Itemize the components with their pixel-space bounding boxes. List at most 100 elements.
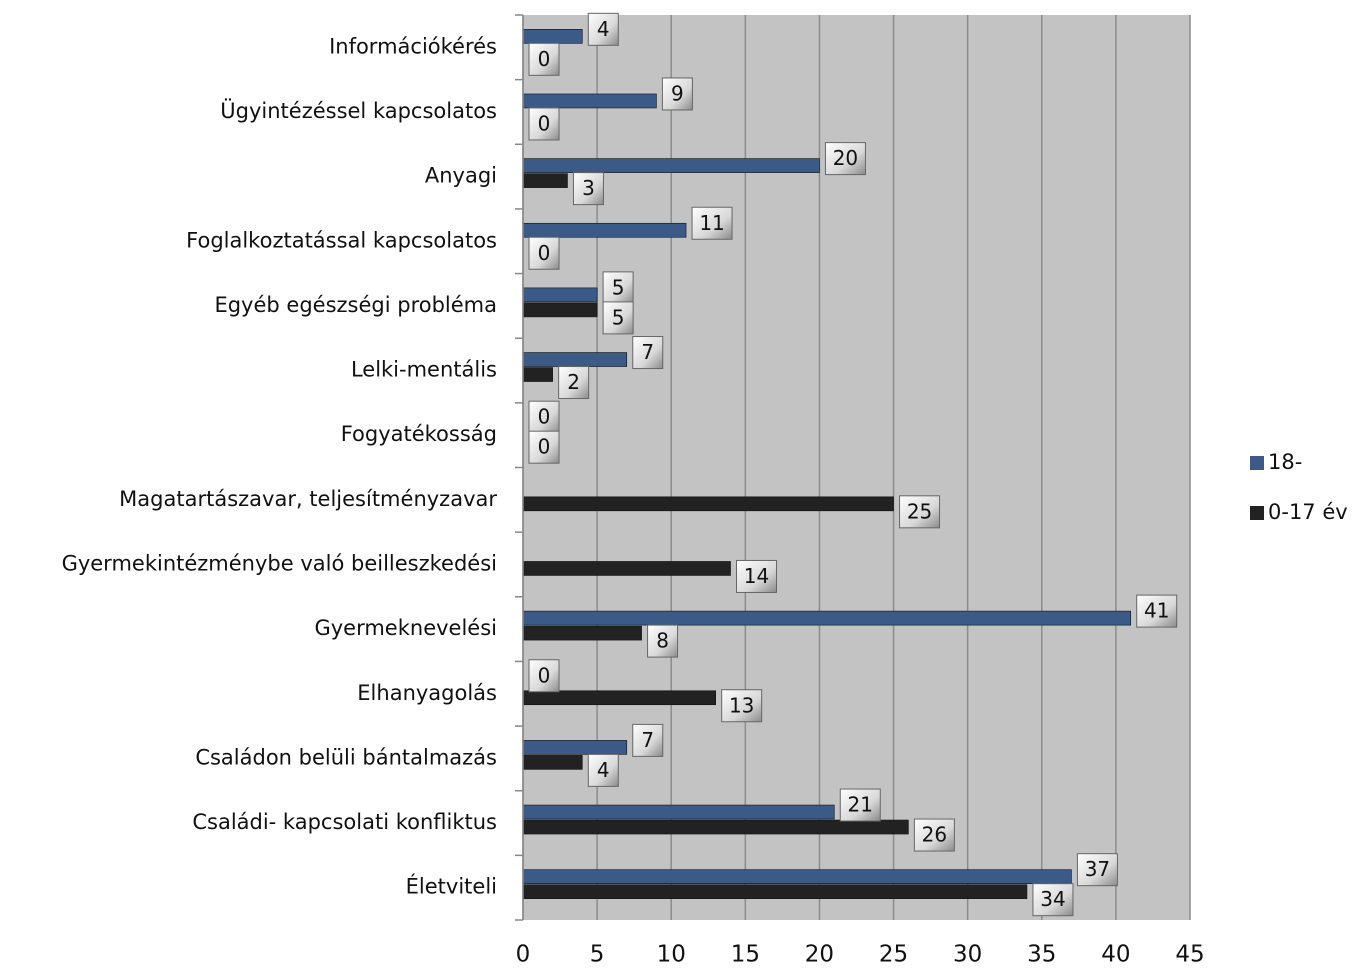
value-label: 4 bbox=[597, 758, 610, 782]
x-tick-label: 10 bbox=[657, 942, 686, 968]
category-label: Magatartászavar, teljesítményzavar bbox=[119, 487, 497, 511]
value-label: 0 bbox=[538, 435, 551, 459]
category-label: Ügyintézéssel kapcsolatos bbox=[220, 98, 497, 123]
bar bbox=[522, 496, 894, 512]
value-label: 3 bbox=[582, 176, 595, 200]
x-tick-label: 35 bbox=[1027, 942, 1056, 968]
category-label: Lelki-mentális bbox=[351, 358, 497, 382]
value-label-box bbox=[1136, 594, 1178, 628]
bar bbox=[522, 287, 598, 303]
value-label-box bbox=[691, 206, 733, 240]
bar bbox=[522, 610, 1132, 626]
category-label: Fogyatékosság bbox=[341, 422, 497, 446]
value-label: 0 bbox=[538, 405, 551, 429]
bar bbox=[522, 302, 598, 318]
category-label: Foglalkoztatással kapcsolatos bbox=[186, 228, 497, 252]
value-label: 20 bbox=[833, 146, 858, 170]
value-label-box bbox=[587, 753, 619, 787]
legend-label: 18- bbox=[1268, 450, 1302, 474]
value-label: 0 bbox=[538, 111, 551, 135]
x-tick-label: 15 bbox=[731, 942, 760, 968]
value-label-box bbox=[736, 559, 778, 593]
value-label: 8 bbox=[656, 629, 669, 653]
bar bbox=[522, 222, 687, 238]
value-label: 5 bbox=[612, 305, 625, 329]
bar bbox=[522, 690, 716, 706]
bar bbox=[522, 804, 835, 820]
legend-swatch bbox=[1250, 506, 1264, 520]
category-label: Információkérés bbox=[329, 34, 497, 58]
value-label-box bbox=[632, 723, 664, 757]
value-label: 9 bbox=[671, 81, 684, 105]
value-label-box bbox=[721, 689, 763, 723]
category-label: Elhanyagolás bbox=[357, 681, 497, 705]
bar bbox=[522, 93, 657, 109]
value-label: 0 bbox=[538, 241, 551, 265]
bar bbox=[522, 869, 1072, 884]
bar bbox=[522, 561, 731, 576]
value-label-box bbox=[899, 495, 941, 529]
value-label-box bbox=[572, 172, 604, 206]
value-label: 7 bbox=[641, 728, 654, 752]
value-label-box bbox=[528, 659, 560, 693]
category-label: Egyéb egészségi probléma bbox=[214, 293, 497, 317]
bar bbox=[522, 352, 628, 367]
bar bbox=[522, 173, 568, 188]
value-label-box bbox=[913, 818, 955, 852]
value-label: 0 bbox=[538, 663, 551, 687]
value-label: 7 bbox=[641, 340, 654, 364]
value-label-box bbox=[632, 336, 664, 370]
value-label-box bbox=[528, 107, 560, 141]
value-label-box bbox=[839, 788, 881, 822]
x-tick-label: 30 bbox=[953, 942, 982, 968]
bar bbox=[522, 819, 909, 835]
bar bbox=[522, 29, 583, 44]
value-label: 34 bbox=[1040, 887, 1065, 911]
value-label: 21 bbox=[848, 793, 873, 817]
value-label: 4 bbox=[597, 17, 610, 41]
category-label: Anyagi bbox=[425, 164, 497, 188]
value-label-box bbox=[528, 236, 560, 270]
x-tick-label: 40 bbox=[1101, 942, 1130, 968]
category-label: Családi- kapcsolati konfliktus bbox=[192, 810, 497, 834]
x-tick-label: 25 bbox=[879, 942, 908, 968]
value-label: 5 bbox=[612, 275, 625, 299]
bar bbox=[522, 625, 642, 641]
value-label-box bbox=[558, 366, 590, 400]
value-label: 2 bbox=[567, 370, 580, 394]
value-label-box bbox=[602, 301, 634, 335]
x-tick-label: 45 bbox=[1175, 942, 1204, 968]
x-tick-label: 20 bbox=[805, 942, 834, 968]
legend-swatch bbox=[1250, 456, 1264, 470]
value-label: 13 bbox=[729, 693, 754, 717]
legend-label: 0-17 év bbox=[1268, 500, 1348, 524]
value-label-box bbox=[1032, 883, 1074, 917]
value-label-box bbox=[528, 400, 560, 434]
bar bbox=[522, 158, 820, 173]
bar bbox=[522, 367, 553, 382]
category-label: Családon belüli bántalmazás bbox=[195, 745, 497, 769]
value-label: 37 bbox=[1085, 857, 1110, 881]
value-label-box bbox=[1076, 853, 1118, 887]
value-label-box bbox=[528, 430, 560, 464]
x-tick-label: 0 bbox=[516, 942, 531, 968]
value-label: 14 bbox=[744, 564, 769, 588]
value-label-box bbox=[661, 77, 693, 111]
value-label: 11 bbox=[699, 211, 724, 235]
value-label: 26 bbox=[922, 823, 947, 847]
bar bbox=[522, 740, 628, 755]
value-label: 0 bbox=[538, 47, 551, 71]
bar bbox=[522, 755, 583, 770]
value-label-box bbox=[587, 12, 619, 46]
value-label: 41 bbox=[1144, 599, 1169, 623]
category-label: Gyermekintézménybe való beilleszkedési bbox=[62, 551, 497, 575]
category-label: Életviteli bbox=[406, 874, 497, 899]
value-label: 25 bbox=[907, 499, 932, 523]
value-label-box bbox=[602, 271, 634, 305]
x-tick-label: 5 bbox=[590, 942, 605, 968]
value-label-box bbox=[528, 42, 560, 76]
bar bbox=[522, 884, 1028, 899]
category-label: Gyermeknevelési bbox=[314, 616, 497, 640]
value-label-box bbox=[824, 142, 866, 176]
